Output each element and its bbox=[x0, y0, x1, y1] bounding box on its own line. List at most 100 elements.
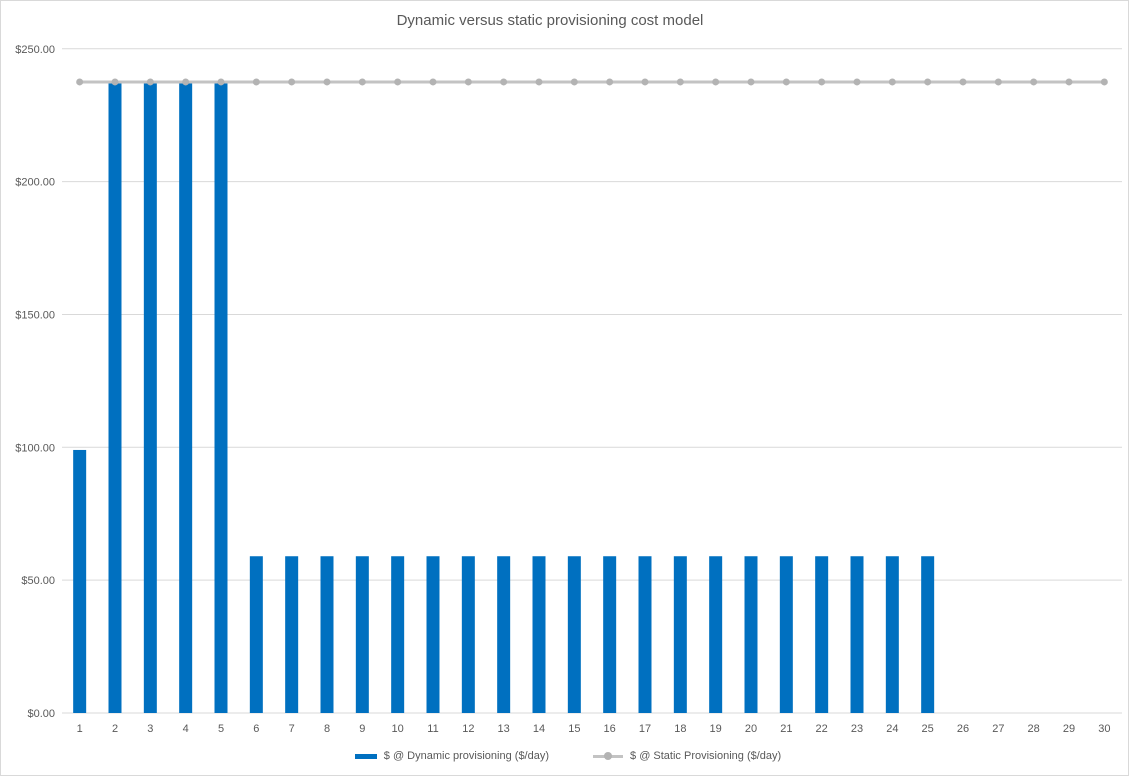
bar-day-18 bbox=[673, 556, 687, 713]
bar-day-16 bbox=[603, 556, 617, 713]
marker-day-17 bbox=[641, 78, 649, 86]
bar-day-21 bbox=[779, 556, 793, 713]
x-tick-label: 9 bbox=[359, 723, 365, 735]
x-tick-label: 2 bbox=[112, 723, 118, 735]
marker-day-11 bbox=[429, 78, 437, 86]
marker-day-22 bbox=[818, 78, 826, 86]
marker-day-3 bbox=[146, 78, 154, 86]
bar-day-7 bbox=[285, 556, 299, 713]
marker-day-10 bbox=[394, 78, 402, 86]
y-tick-label: $150.00 bbox=[15, 309, 55, 321]
bar-day-10 bbox=[391, 556, 405, 713]
x-tick-label: 7 bbox=[289, 723, 295, 735]
x-tick-label: 12 bbox=[462, 723, 474, 735]
marker-day-23 bbox=[853, 78, 861, 86]
marker-day-1 bbox=[76, 78, 84, 86]
bar-day-4 bbox=[179, 81, 193, 713]
bar-day-14 bbox=[532, 556, 546, 713]
x-tick-label: 15 bbox=[568, 723, 580, 735]
y-tick-label: $250.00 bbox=[15, 44, 55, 56]
legend-label-dynamic: $ @ Dynamic provisioning ($/day) bbox=[383, 750, 550, 762]
marker-day-15 bbox=[570, 78, 578, 86]
marker-day-2 bbox=[111, 78, 119, 86]
x-tick-label: 20 bbox=[745, 723, 757, 735]
x-tick-label: 24 bbox=[886, 723, 898, 735]
x-tick-label: 1 bbox=[77, 723, 83, 735]
marker-day-7 bbox=[288, 78, 296, 86]
x-tick-label: 6 bbox=[253, 723, 259, 735]
bar-day-24 bbox=[885, 556, 899, 713]
marker-day-24 bbox=[888, 78, 896, 86]
legend-item-dynamic: $ @ Dynamic provisioning ($/day) bbox=[354, 750, 550, 762]
x-tick-label: 19 bbox=[710, 723, 722, 735]
legend-marker-dot-icon bbox=[604, 752, 613, 760]
bar-day-12 bbox=[461, 556, 475, 713]
bar-day-22 bbox=[815, 556, 829, 713]
bar-day-25 bbox=[921, 556, 935, 713]
bar-day-5 bbox=[214, 81, 228, 713]
x-tick-label: 28 bbox=[1028, 723, 1040, 735]
x-tick-label: 16 bbox=[604, 723, 616, 735]
marker-day-26 bbox=[959, 78, 967, 86]
x-tick-label: 11 bbox=[427, 723, 438, 735]
bar-day-15 bbox=[567, 556, 581, 713]
x-tick-label: 27 bbox=[992, 723, 1004, 735]
x-tick-label: 5 bbox=[218, 723, 224, 735]
bar-day-9 bbox=[355, 556, 369, 713]
marker-day-5 bbox=[217, 78, 225, 86]
x-tick-label: 4 bbox=[183, 723, 189, 735]
marker-day-4 bbox=[182, 78, 190, 86]
x-tick-label: 3 bbox=[147, 723, 153, 735]
bar-day-2 bbox=[108, 81, 122, 713]
x-tick-label: 30 bbox=[1098, 723, 1110, 735]
bar-day-6 bbox=[249, 556, 263, 713]
marker-day-25 bbox=[924, 78, 932, 86]
x-tick-label: 25 bbox=[922, 723, 934, 735]
bar-day-11 bbox=[426, 556, 440, 713]
marker-day-27 bbox=[994, 78, 1002, 86]
bar-day-23 bbox=[850, 556, 864, 713]
bar-day-8 bbox=[320, 556, 334, 713]
x-tick-label: 26 bbox=[957, 723, 969, 735]
x-tick-label: 14 bbox=[533, 723, 545, 735]
x-tick-label: 23 bbox=[851, 723, 863, 735]
bar-day-17 bbox=[638, 556, 652, 713]
x-tick-label: 17 bbox=[639, 723, 651, 735]
marker-day-28 bbox=[1030, 78, 1038, 86]
chart-title: Dynamic versus static provisioning cost … bbox=[396, 12, 704, 29]
x-tick-label: 13 bbox=[498, 723, 510, 735]
x-tick-label: 18 bbox=[674, 723, 686, 735]
legend: $ @ Dynamic provisioning ($/day) $ @ Sta… bbox=[0, 746, 1136, 766]
marker-day-9 bbox=[358, 78, 366, 86]
y-tick-label: $50.00 bbox=[21, 575, 55, 587]
y-tick-label: $200.00 bbox=[15, 177, 55, 189]
x-tick-label: 21 bbox=[780, 723, 792, 735]
marker-day-30 bbox=[1100, 78, 1108, 86]
x-tick-label: 10 bbox=[392, 723, 404, 735]
marker-day-8 bbox=[323, 78, 331, 86]
marker-day-16 bbox=[606, 78, 614, 86]
marker-day-14 bbox=[535, 78, 543, 86]
legend-line-marker-swatch-icon bbox=[593, 752, 624, 760]
y-tick-label: $0.00 bbox=[27, 708, 55, 720]
legend-item-static: $ @ Static Provisioning ($/day) bbox=[593, 750, 781, 762]
x-tick-label: 8 bbox=[324, 723, 330, 735]
bar-day-13 bbox=[497, 556, 511, 713]
marker-day-18 bbox=[676, 78, 684, 86]
marker-day-21 bbox=[782, 78, 790, 86]
marker-day-29 bbox=[1065, 78, 1073, 86]
bar-day-3 bbox=[143, 81, 157, 713]
legend-bar-swatch-icon bbox=[354, 753, 377, 759]
bar-day-1 bbox=[73, 449, 87, 713]
marker-day-6 bbox=[252, 78, 260, 86]
marker-day-19 bbox=[712, 78, 720, 86]
y-tick-label: $100.00 bbox=[15, 442, 55, 454]
bar-day-20 bbox=[744, 556, 758, 713]
x-tick-label: 22 bbox=[816, 723, 828, 735]
legend-label-static: $ @ Static Provisioning ($/day) bbox=[630, 750, 782, 762]
marker-day-13 bbox=[500, 78, 508, 86]
bar-day-19 bbox=[709, 556, 723, 713]
